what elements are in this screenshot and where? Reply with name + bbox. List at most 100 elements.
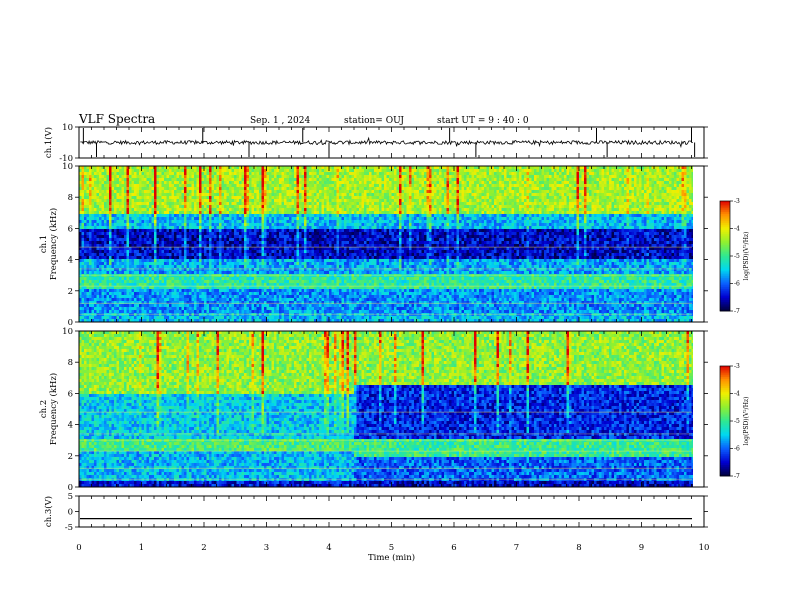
spectrogram-cell xyxy=(231,172,235,176)
spectrogram-cell xyxy=(159,271,162,275)
spectrogram-cell xyxy=(294,295,297,299)
spectrogram-cell xyxy=(121,301,125,305)
spectrogram-cell xyxy=(79,289,82,293)
spectrogram-cell xyxy=(94,226,97,230)
spectrogram-cell xyxy=(289,241,292,245)
spectrogram-cell xyxy=(209,190,212,194)
spectrogram-cell xyxy=(141,202,145,206)
spectrogram-cell xyxy=(174,313,177,317)
spectrogram-cell xyxy=(291,268,295,272)
spectrogram-cell xyxy=(99,226,102,230)
spectrogram-cell xyxy=(244,247,247,251)
spectrogram-cell xyxy=(179,250,182,254)
spectrogram-cell xyxy=(231,238,235,242)
spectrogram-cell xyxy=(79,172,82,176)
spectrogram-cell xyxy=(281,286,285,290)
spectrogram-cell xyxy=(216,172,220,176)
spectrogram-cell xyxy=(214,187,217,191)
spectrogram-cell xyxy=(234,319,237,322)
spectrogram-cell xyxy=(284,190,287,194)
spectrogram-cell xyxy=(289,172,292,176)
spectrogram-cell xyxy=(226,202,230,206)
spectrogram-cell xyxy=(291,280,295,284)
spectrogram-cell xyxy=(306,226,310,230)
spectrogram-cell xyxy=(226,307,230,311)
spectrogram-cell xyxy=(214,208,217,212)
spectrogram-cell xyxy=(226,256,230,260)
spectrogram-cell xyxy=(276,241,280,245)
spectrogram-cell xyxy=(171,301,175,305)
spectrogram-cell xyxy=(266,274,270,278)
spectrogram-cell xyxy=(184,226,187,230)
spectrogram-cell xyxy=(204,307,207,311)
spectrogram-cell xyxy=(236,277,240,281)
spectrogram-cell xyxy=(159,208,162,212)
spectrogram-cell xyxy=(159,301,162,305)
spectrogram-cell xyxy=(241,211,245,215)
spectrogram-cell xyxy=(114,307,117,311)
spectrogram-cell xyxy=(176,196,180,200)
spectrogram-cell xyxy=(286,247,290,251)
spectrogram-cell xyxy=(191,265,195,269)
spectrogram-cell xyxy=(281,232,285,236)
spectrogram-cell xyxy=(274,310,277,314)
spectrogram-cell xyxy=(179,253,182,257)
spectrogram-cell xyxy=(79,262,82,266)
spectrogram-cell xyxy=(254,175,257,179)
spectrogram-cell xyxy=(206,220,210,224)
spectrogram-cell xyxy=(209,235,212,239)
spectrogram-cell xyxy=(231,265,235,269)
spectrogram-cell xyxy=(281,202,285,206)
spectrogram-cell xyxy=(99,220,102,224)
spectrogram-cell xyxy=(84,295,87,299)
spectrogram-cell xyxy=(114,178,117,182)
spectrogram-cell xyxy=(234,217,237,221)
spectrogram-cell xyxy=(101,190,105,194)
spectrogram-cell xyxy=(286,244,290,248)
spectrogram-cell xyxy=(109,202,112,206)
spectrogram-cell xyxy=(291,241,295,245)
spectrogram-cell xyxy=(199,196,202,200)
spectrogram-cell xyxy=(269,208,272,212)
spectrogram-cell xyxy=(249,175,252,179)
spectrogram-cell xyxy=(291,238,295,242)
spectrogram-cell xyxy=(106,175,110,179)
spectrogram-cell xyxy=(84,286,87,290)
spectrogram-cell xyxy=(146,190,150,194)
spectrogram-cell xyxy=(194,220,197,224)
spectrogram-cell xyxy=(259,313,262,317)
spectrogram-cell xyxy=(254,250,257,254)
spectrogram-cell xyxy=(104,262,107,266)
spectrogram-cell xyxy=(261,232,265,236)
spectrogram-cell xyxy=(159,319,162,322)
spectrogram-cell xyxy=(311,181,315,185)
spectrogram-cell xyxy=(249,166,252,170)
spectrogram-cell xyxy=(231,220,235,224)
spectrogram-cell xyxy=(244,205,247,209)
spectrogram-cell xyxy=(299,214,302,218)
spectrogram-cell xyxy=(274,292,277,296)
spectrogram-cell xyxy=(186,310,190,314)
spectrogram-cell xyxy=(264,244,267,248)
spectrogram-cell xyxy=(249,262,252,266)
spectrogram-cell xyxy=(304,253,307,257)
spectrogram-cell xyxy=(291,214,295,218)
spectrogram-cell xyxy=(164,268,167,272)
spectrogram-cell xyxy=(81,235,85,239)
spectrogram-cell xyxy=(214,235,217,239)
spectrogram-cell xyxy=(141,187,145,191)
spectrogram-cell xyxy=(204,178,207,182)
spectrogram-cell xyxy=(276,196,280,200)
spectrogram-cell xyxy=(146,193,150,197)
spectrogram-cell xyxy=(229,250,232,254)
spectrogram-cell xyxy=(279,274,282,278)
spectrogram-cell xyxy=(256,250,260,254)
spectrogram-cell xyxy=(271,223,275,227)
spectrogram-cell xyxy=(156,178,160,182)
spectrogram-cell xyxy=(161,286,165,290)
spectrogram-cell xyxy=(296,241,300,245)
spectrogram-cell xyxy=(229,220,232,224)
spectrogram-cell xyxy=(94,217,97,221)
spectrogram-cell xyxy=(149,280,152,284)
spectrogram-cell xyxy=(79,175,82,179)
